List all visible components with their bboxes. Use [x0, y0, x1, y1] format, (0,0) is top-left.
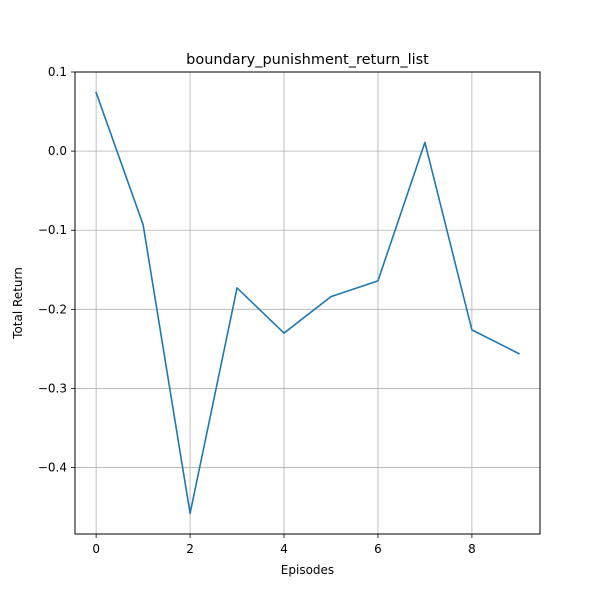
tick-marks	[71, 71, 473, 538]
x-tick-label: 2	[186, 542, 194, 556]
series-layer	[95, 91, 520, 515]
y-tick-label: 0.0	[48, 144, 67, 158]
plot-area	[75, 72, 540, 534]
x-tick-label: 8	[468, 542, 476, 556]
y-axis-label: Total Return	[11, 267, 25, 340]
tick-labels: 0 2 4 6 8 0.1 0.0 −0.1 −0.2 −0.3 −0.4	[38, 65, 476, 556]
y-tick-label: −0.2	[38, 302, 67, 316]
x-axis-label: Episodes	[281, 563, 334, 577]
y-tick-label: −0.4	[38, 461, 67, 475]
chart-title: boundary_punishment_return_list	[186, 52, 429, 68]
y-tick-label: −0.3	[38, 381, 67, 395]
x-tick-label: 0	[92, 542, 100, 556]
x-tick-label: 4	[280, 542, 288, 556]
y-tick-label: −0.1	[38, 223, 67, 237]
plot-frame	[74, 71, 541, 535]
x-tick-label: 6	[374, 542, 382, 556]
series-line	[95, 91, 520, 515]
grid-lines	[75, 71, 540, 534]
y-tick-label: 0.1	[48, 65, 67, 79]
